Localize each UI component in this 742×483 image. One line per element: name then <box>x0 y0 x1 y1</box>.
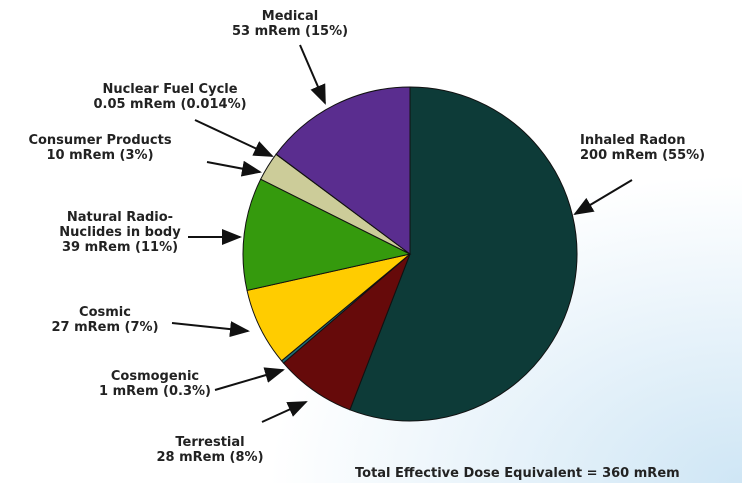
arrow <box>573 179 633 216</box>
arrow <box>171 321 250 338</box>
category-label: Cosmic <box>79 305 131 320</box>
value-label: 0.05 mRem (0.014%) <box>93 97 247 112</box>
pie-slice <box>349 86 578 422</box>
value-label: 200 mRem (55%) <box>580 148 706 163</box>
arrow <box>206 160 262 177</box>
slice-label: Nuclear Fuel Cycle 0.05 mRem (0.014%) <box>93 82 246 112</box>
value-label: 27 mRem (7%) <box>51 320 159 335</box>
value-label: 53 mRem (15%) <box>231 24 349 39</box>
slice-label: Inhaled Radon 200 mRem (55%) <box>580 133 705 163</box>
category-label: Inhaled Radon <box>580 133 686 148</box>
category-label: Cosmogenic <box>110 369 200 384</box>
arrow <box>261 401 308 423</box>
value-label: 28 mRem (8%) <box>156 450 264 465</box>
value-label: 39 mRem (11%) <box>61 240 179 255</box>
pie-slice <box>242 178 412 292</box>
slice-label: Medical 53 mRem (15%) <box>232 9 348 39</box>
slice-label: Cosmic 27 mRem (7%) <box>51 305 158 335</box>
slice-label: Cosmogenic 1 mRem (0.3%) <box>99 369 211 399</box>
category-label: Nuclear Fuel Cycle <box>102 82 238 97</box>
category-label: Consumer Products <box>28 133 172 148</box>
slice-label: Natural Radio- Nuclides in body 39 mRem (… <box>59 210 180 255</box>
category-label: Terrestial <box>175 435 245 450</box>
pie-slice <box>275 86 411 255</box>
annotation: Total Effective Dose Equivalent = 360 mR… <box>355 466 680 481</box>
slice-label: Consumer Products 10 mRem (3%) <box>28 133 171 163</box>
arrows <box>171 44 633 423</box>
arrow <box>299 44 326 105</box>
value-label: 10 mRem (3%) <box>46 148 154 163</box>
slice-label: Terrestial 28 mRem (8%) <box>156 435 263 465</box>
value-label: 1 mRem (0.3%) <box>99 384 211 399</box>
arrow <box>194 119 274 157</box>
arrow <box>214 367 285 391</box>
category-label: Natural Radio- Nuclides in body <box>59 210 181 240</box>
category-label: Medical <box>261 9 319 24</box>
